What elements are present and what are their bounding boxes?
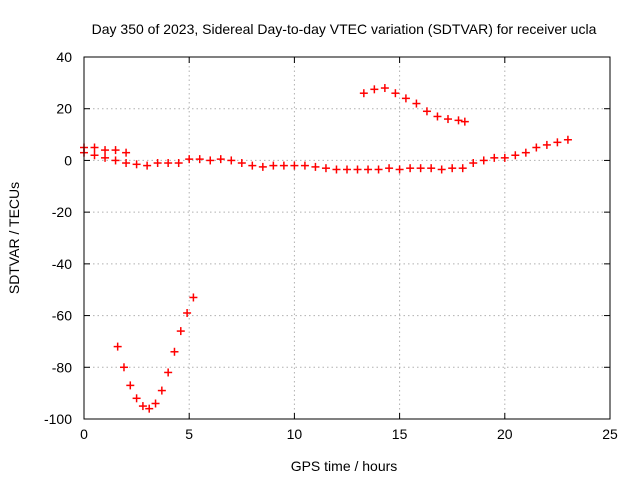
data-point bbox=[164, 368, 173, 377]
data-point bbox=[416, 164, 425, 173]
data-point bbox=[174, 159, 183, 168]
data-point bbox=[101, 153, 110, 162]
data-point bbox=[216, 155, 225, 164]
data-point bbox=[443, 115, 452, 124]
data-point bbox=[469, 159, 478, 168]
data-point bbox=[227, 156, 236, 165]
data-point bbox=[157, 386, 166, 395]
series-main-band bbox=[80, 135, 572, 174]
data-point bbox=[237, 159, 246, 168]
data-point bbox=[143, 161, 152, 170]
data-point bbox=[153, 159, 162, 168]
data-point bbox=[300, 161, 309, 170]
data-point bbox=[511, 151, 520, 160]
data-point bbox=[321, 164, 330, 173]
data-point bbox=[433, 112, 442, 121]
y-tick-label: 20 bbox=[56, 101, 72, 117]
data-points bbox=[80, 84, 572, 413]
data-point bbox=[364, 165, 373, 174]
data-point bbox=[258, 162, 267, 171]
y-tick-label: 40 bbox=[56, 49, 72, 65]
data-point bbox=[437, 165, 446, 174]
x-tick-label: 15 bbox=[392, 426, 408, 442]
y-tick-label: -20 bbox=[52, 204, 72, 220]
data-point bbox=[132, 394, 141, 403]
data-point bbox=[406, 164, 415, 173]
data-point bbox=[448, 164, 457, 173]
x-tick-label: 0 bbox=[80, 426, 88, 442]
y-tick-label: -100 bbox=[44, 411, 72, 427]
y-axis-label: SDTVAR / TECUs bbox=[6, 182, 22, 294]
x-tick-label: 5 bbox=[185, 426, 193, 442]
data-point bbox=[385, 164, 394, 173]
data-point bbox=[111, 156, 120, 165]
data-point bbox=[412, 99, 421, 108]
data-point bbox=[542, 140, 551, 149]
data-point bbox=[145, 404, 154, 413]
data-point bbox=[122, 159, 131, 168]
data-point bbox=[454, 116, 463, 125]
x-axis-label: GPS time / hours bbox=[291, 458, 398, 474]
data-point bbox=[422, 107, 431, 116]
data-point bbox=[391, 89, 400, 98]
data-point bbox=[343, 165, 351, 174]
data-point bbox=[248, 161, 257, 170]
series-dip-segment bbox=[113, 293, 198, 413]
data-point bbox=[119, 363, 128, 372]
data-point bbox=[206, 156, 215, 165]
data-point bbox=[279, 161, 288, 170]
data-point bbox=[138, 402, 147, 411]
data-point bbox=[111, 146, 120, 155]
data-point bbox=[269, 161, 278, 170]
data-point bbox=[374, 165, 383, 174]
data-point bbox=[122, 148, 131, 157]
data-point bbox=[553, 138, 562, 147]
data-point bbox=[311, 162, 320, 171]
y-tick-label: -60 bbox=[52, 308, 72, 324]
data-point bbox=[113, 342, 122, 351]
y-tick-label: 0 bbox=[64, 152, 72, 168]
data-point bbox=[401, 94, 410, 103]
x-tick-label: 20 bbox=[497, 426, 513, 442]
data-point bbox=[290, 161, 299, 170]
data-point bbox=[370, 85, 379, 94]
y-tick-label: -80 bbox=[52, 359, 72, 375]
data-point bbox=[479, 156, 488, 165]
x-tick-label: 10 bbox=[287, 426, 303, 442]
data-point bbox=[126, 381, 135, 390]
data-point bbox=[176, 327, 185, 336]
grid bbox=[84, 57, 610, 419]
x-tick-label: 25 bbox=[602, 426, 618, 442]
series-afternoon-segment bbox=[359, 84, 469, 126]
data-point bbox=[90, 143, 99, 152]
data-point bbox=[185, 155, 194, 164]
data-point bbox=[563, 135, 572, 144]
axis-ticks: 0 5 10 15 20 25 -100 -80 -60 -40 -20 0 20 40 bbox=[44, 49, 618, 442]
data-point bbox=[359, 89, 368, 98]
chart-title: Day 350 of 2023, Sidereal Day-to-day VTE… bbox=[92, 21, 597, 37]
data-point bbox=[521, 148, 530, 157]
y-tick-label: -40 bbox=[52, 256, 72, 272]
plot-frame bbox=[83, 56, 611, 420]
data-point bbox=[380, 84, 389, 93]
data-point bbox=[490, 153, 499, 162]
data-point bbox=[164, 159, 173, 168]
data-point bbox=[90, 151, 99, 160]
data-point bbox=[427, 164, 436, 173]
data-point bbox=[132, 160, 141, 169]
data-point bbox=[458, 164, 467, 173]
data-point bbox=[460, 117, 469, 126]
data-point bbox=[151, 399, 160, 408]
data-point bbox=[395, 165, 404, 174]
data-point bbox=[532, 143, 541, 152]
data-point bbox=[189, 293, 198, 302]
data-point bbox=[332, 165, 341, 174]
data-point bbox=[500, 153, 509, 162]
data-point bbox=[170, 347, 179, 356]
data-point bbox=[195, 155, 204, 164]
data-point bbox=[101, 146, 110, 155]
data-point bbox=[183, 308, 192, 317]
data-point bbox=[353, 165, 362, 174]
